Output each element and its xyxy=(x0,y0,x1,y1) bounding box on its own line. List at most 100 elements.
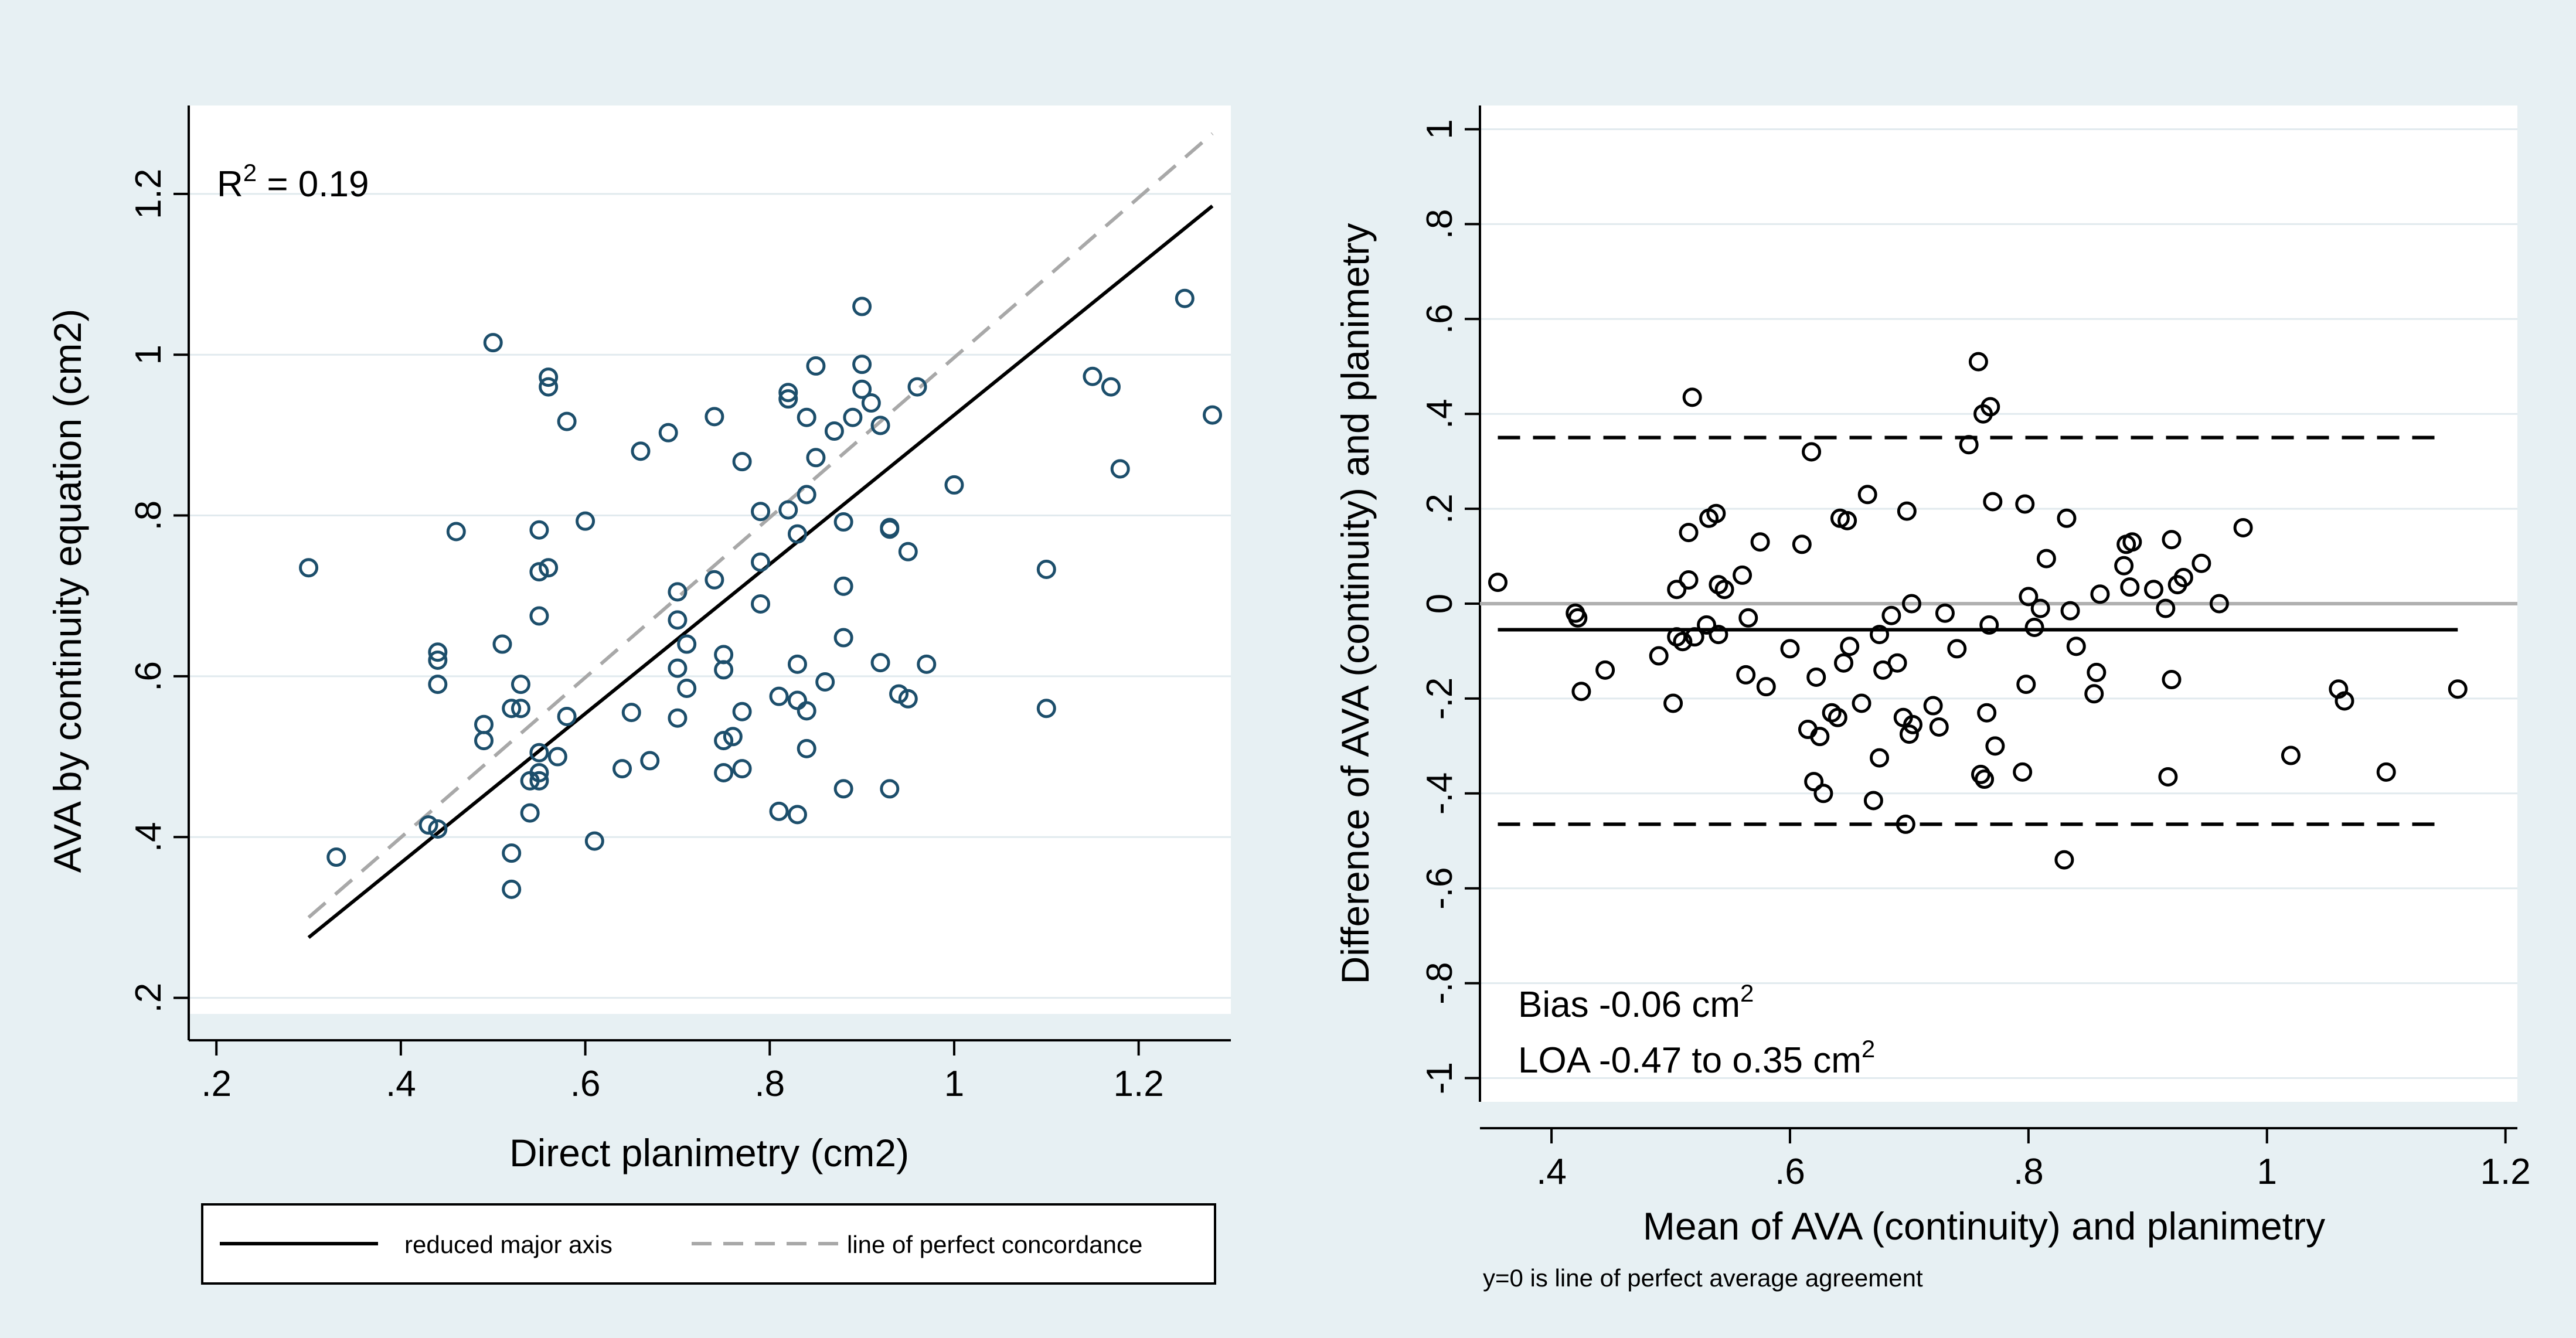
data-point xyxy=(2233,518,2253,537)
right-points xyxy=(1488,352,2468,870)
x-tick-label: .6 xyxy=(570,1064,601,1104)
y-tick-label: -.6 xyxy=(1420,867,1460,910)
data-point xyxy=(1981,397,2000,417)
x-tick-label: .4 xyxy=(386,1064,416,1104)
bias-annotation: Bias -0.06 cm2 xyxy=(1518,979,1754,1025)
data-point xyxy=(944,475,964,495)
data-point xyxy=(529,743,549,762)
r-squared-annotation: R2 = 0.19 xyxy=(217,159,369,205)
data-point xyxy=(1804,772,1824,792)
data-point xyxy=(1488,573,1508,593)
x-tick-label: .4 xyxy=(1536,1152,1567,1192)
data-point xyxy=(769,801,789,821)
data-point xyxy=(1571,682,1591,702)
data-point xyxy=(2090,584,2110,604)
data-point xyxy=(907,377,927,397)
data-point xyxy=(833,512,853,532)
data-point xyxy=(2209,594,2229,614)
data-point xyxy=(2162,530,2182,550)
data-point xyxy=(2156,598,2176,618)
y-tick-label: -.2 xyxy=(1420,677,1460,720)
data-point xyxy=(2120,577,2140,597)
x-tick-label: 1 xyxy=(944,1064,964,1104)
data-point xyxy=(529,771,549,791)
data-point xyxy=(2122,532,2142,552)
data-point xyxy=(1667,580,1687,600)
x-tick-label: .2 xyxy=(201,1064,232,1104)
data-point xyxy=(668,658,688,678)
data-point xyxy=(2036,549,2056,568)
data-point xyxy=(797,485,816,505)
data-point xyxy=(2060,601,2080,621)
data-point xyxy=(898,689,918,709)
left-points xyxy=(299,288,1223,899)
data-point xyxy=(547,747,567,767)
y-tick-label: .4 xyxy=(1420,399,1460,429)
data-point xyxy=(824,421,844,441)
data-point xyxy=(1979,615,1999,635)
data-point xyxy=(1903,714,1923,734)
data-point xyxy=(1036,559,1056,579)
data-point xyxy=(1792,534,1812,554)
data-point xyxy=(1697,615,1717,635)
data-point xyxy=(880,518,900,537)
data-point xyxy=(677,678,697,698)
data-point xyxy=(705,570,724,590)
data-point xyxy=(1897,501,1917,521)
data-point xyxy=(1977,703,1997,723)
y-tick-label: .6 xyxy=(1420,304,1460,334)
data-point xyxy=(1983,492,2003,512)
data-point xyxy=(880,779,900,799)
right-y-axis-label: Difference of AVA (continuity) and plani… xyxy=(1333,223,1377,985)
data-point xyxy=(557,411,577,431)
data-point xyxy=(714,731,734,751)
data-point xyxy=(1706,503,1726,523)
data-point xyxy=(1756,677,1776,697)
data-point xyxy=(2016,675,2036,694)
data-point xyxy=(917,654,937,674)
data-point xyxy=(520,803,540,823)
data-point xyxy=(1649,646,1669,666)
data-point xyxy=(576,511,595,531)
data-point xyxy=(1959,435,1979,455)
data-point xyxy=(1685,627,1704,647)
data-point xyxy=(1733,565,1753,585)
y-tick-label: 1 xyxy=(1420,119,1460,139)
data-point xyxy=(584,831,604,851)
data-point xyxy=(714,762,734,782)
data-point xyxy=(640,751,660,771)
data-point xyxy=(2015,494,2035,514)
data-point xyxy=(833,779,853,799)
data-point xyxy=(778,389,798,409)
data-point xyxy=(778,500,798,520)
data-point xyxy=(751,502,771,522)
data-point xyxy=(2057,508,2077,528)
data-point xyxy=(1923,696,1943,716)
data-point xyxy=(1203,405,1223,425)
data-point xyxy=(1679,523,1699,543)
data-point xyxy=(1673,632,1693,652)
x-tick-label: 1.2 xyxy=(2480,1152,2531,1192)
data-point xyxy=(668,582,688,602)
data-point xyxy=(797,407,816,427)
data-point xyxy=(843,407,863,427)
right-x-axis-label: Mean of AVA (continuity) and planimetry xyxy=(1643,1204,2325,1248)
data-point xyxy=(852,355,872,374)
data-point xyxy=(418,815,438,835)
data-point xyxy=(428,675,448,694)
data-point xyxy=(852,379,872,399)
y-tick-label: .6 xyxy=(128,661,169,692)
x-tick-label: 1.2 xyxy=(1114,1064,1164,1104)
left-ticks: .2 .4 .6 .8 1 1.2 .2 .4 .6 .8 1 1.2 xyxy=(128,169,1164,1104)
data-point xyxy=(797,738,816,758)
x-tick-label: .8 xyxy=(754,1064,785,1104)
data-point xyxy=(2024,617,2044,637)
data-point xyxy=(797,701,816,721)
data-point xyxy=(769,686,789,706)
correlation-chart: .2 .4 .6 .8 1 1.2 .2 .4 .6 .8 1 1.2 R2 = 0.19 Direc… xyxy=(46,105,1231,1285)
data-point xyxy=(1175,288,1195,308)
y-tick-label: -1 xyxy=(1420,1062,1460,1094)
data-point xyxy=(1828,707,1847,727)
data-point xyxy=(2281,745,2301,765)
